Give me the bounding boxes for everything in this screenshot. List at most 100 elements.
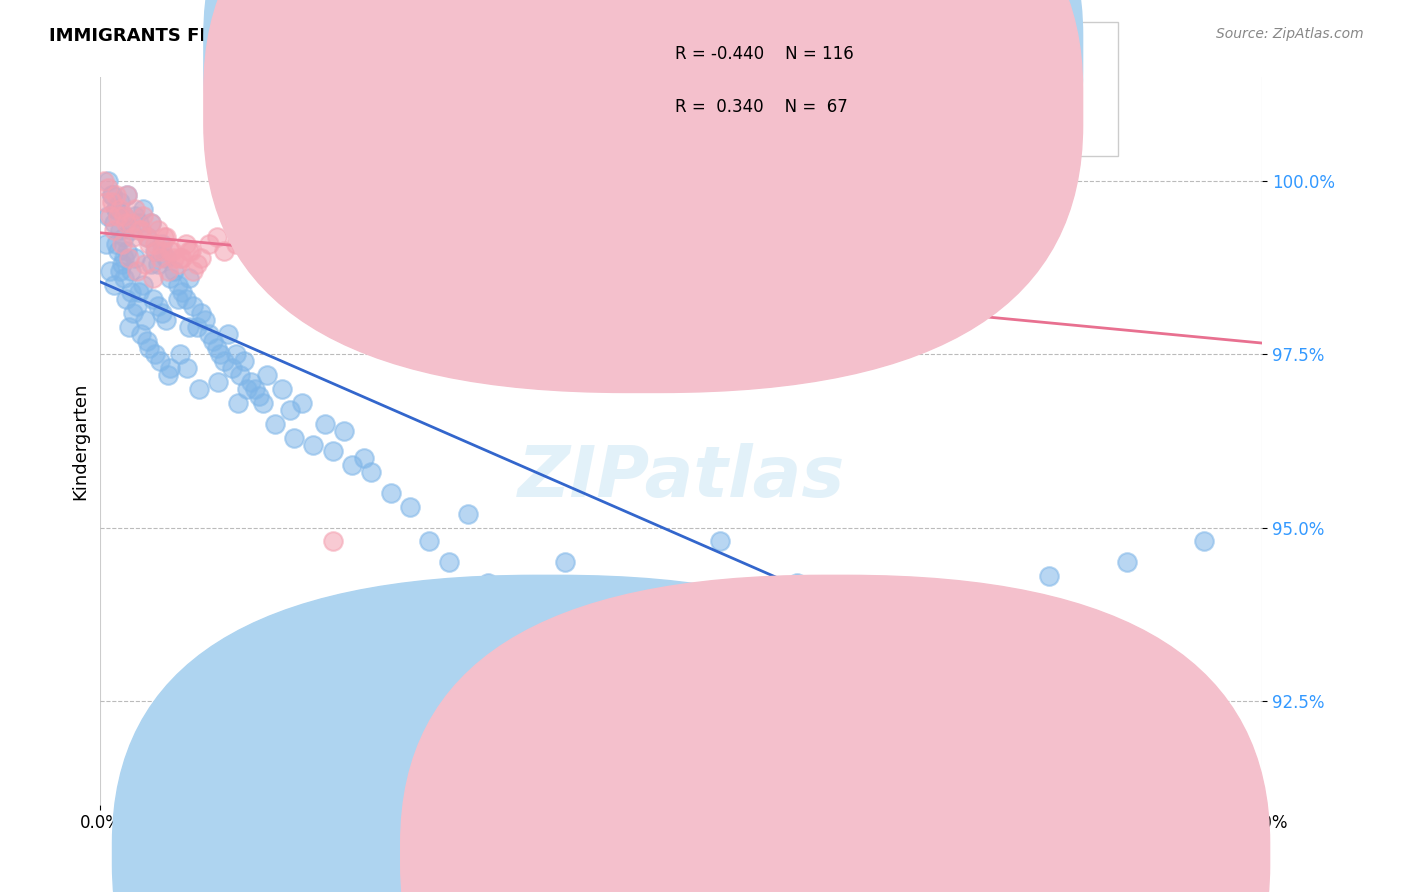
- Point: [197, 236, 219, 251]
- Point: [159, 271, 181, 285]
- Point: [515, 604, 537, 618]
- Point: [107, 209, 129, 223]
- Point: [135, 229, 157, 244]
- Point: [221, 361, 243, 376]
- Point: [252, 251, 274, 265]
- Point: [145, 244, 167, 258]
- Point: [132, 278, 155, 293]
- Point: [291, 236, 314, 251]
- Text: R = -0.440    N = 116: R = -0.440 N = 116: [675, 45, 853, 62]
- Point: [314, 244, 336, 258]
- Point: [302, 223, 325, 237]
- Point: [245, 382, 267, 396]
- Point: [112, 229, 135, 244]
- Point: [150, 306, 173, 320]
- Point: [120, 216, 142, 230]
- Point: [117, 244, 139, 258]
- Point: [132, 209, 155, 223]
- Point: [117, 188, 139, 202]
- Point: [135, 334, 157, 348]
- Point: [554, 555, 576, 569]
- Point: [139, 216, 162, 230]
- Point: [101, 195, 124, 210]
- Point: [143, 244, 166, 258]
- Point: [669, 645, 692, 659]
- Point: [174, 292, 197, 306]
- Point: [157, 264, 180, 278]
- Point: [194, 313, 217, 327]
- Point: [148, 223, 170, 237]
- Text: Source: ZipAtlas.com: Source: ZipAtlas.com: [1216, 27, 1364, 41]
- Point: [166, 292, 188, 306]
- Point: [148, 257, 170, 271]
- Point: [236, 382, 259, 396]
- Point: [118, 319, 141, 334]
- Point: [159, 244, 181, 258]
- Point: [153, 229, 176, 244]
- Point: [229, 368, 252, 383]
- Point: [96, 195, 118, 210]
- Point: [322, 444, 344, 458]
- Point: [108, 264, 131, 278]
- Point: [278, 403, 301, 417]
- Point: [825, 624, 848, 639]
- Point: [437, 236, 460, 251]
- Point: [180, 244, 202, 258]
- Point: [380, 244, 402, 258]
- Point: [271, 382, 294, 396]
- Point: [197, 326, 219, 341]
- Point: [132, 202, 155, 216]
- Point: [122, 306, 145, 320]
- Point: [155, 229, 177, 244]
- Text: Barbadians: Barbadians: [868, 847, 960, 865]
- Point: [186, 257, 208, 271]
- Point: [138, 236, 160, 251]
- Point: [554, 223, 576, 237]
- Point: [128, 285, 150, 300]
- Point: [163, 251, 186, 265]
- Point: [129, 223, 152, 237]
- Point: [104, 188, 127, 202]
- Point: [360, 229, 382, 244]
- Point: [217, 326, 239, 341]
- Point: [214, 354, 236, 368]
- Point: [124, 202, 146, 216]
- Point: [190, 251, 212, 265]
- Point: [159, 361, 181, 376]
- Point: [166, 257, 188, 271]
- Point: [169, 251, 191, 265]
- Point: [247, 389, 270, 403]
- Point: [134, 313, 156, 327]
- Point: [863, 590, 886, 604]
- Point: [256, 368, 278, 383]
- Point: [111, 257, 134, 271]
- Point: [127, 299, 149, 313]
- Text: IMMIGRANTS FROM GUYANA VS BARBADIAN KINDERGARTEN CORRELATION CHART: IMMIGRANTS FROM GUYANA VS BARBADIAN KIND…: [49, 27, 880, 45]
- Point: [97, 181, 120, 195]
- Point: [120, 264, 142, 278]
- Point: [205, 341, 228, 355]
- Point: [98, 209, 121, 223]
- Point: [142, 271, 165, 285]
- Point: [157, 368, 180, 383]
- Point: [786, 576, 808, 591]
- Point: [155, 251, 177, 265]
- Point: [108, 202, 131, 216]
- Point: [103, 223, 125, 237]
- Point: [232, 354, 254, 368]
- Point: [149, 251, 172, 265]
- Point: [160, 244, 183, 258]
- Point: [169, 347, 191, 361]
- Point: [104, 202, 127, 216]
- Text: ZIPatlas: ZIPatlas: [517, 443, 845, 512]
- Point: [112, 209, 135, 223]
- Point: [118, 251, 141, 265]
- Point: [163, 264, 186, 278]
- Point: [179, 244, 201, 258]
- Point: [457, 507, 479, 521]
- Point: [155, 313, 177, 327]
- Point: [252, 396, 274, 410]
- Point: [190, 306, 212, 320]
- Point: [117, 188, 139, 202]
- Point: [333, 424, 356, 438]
